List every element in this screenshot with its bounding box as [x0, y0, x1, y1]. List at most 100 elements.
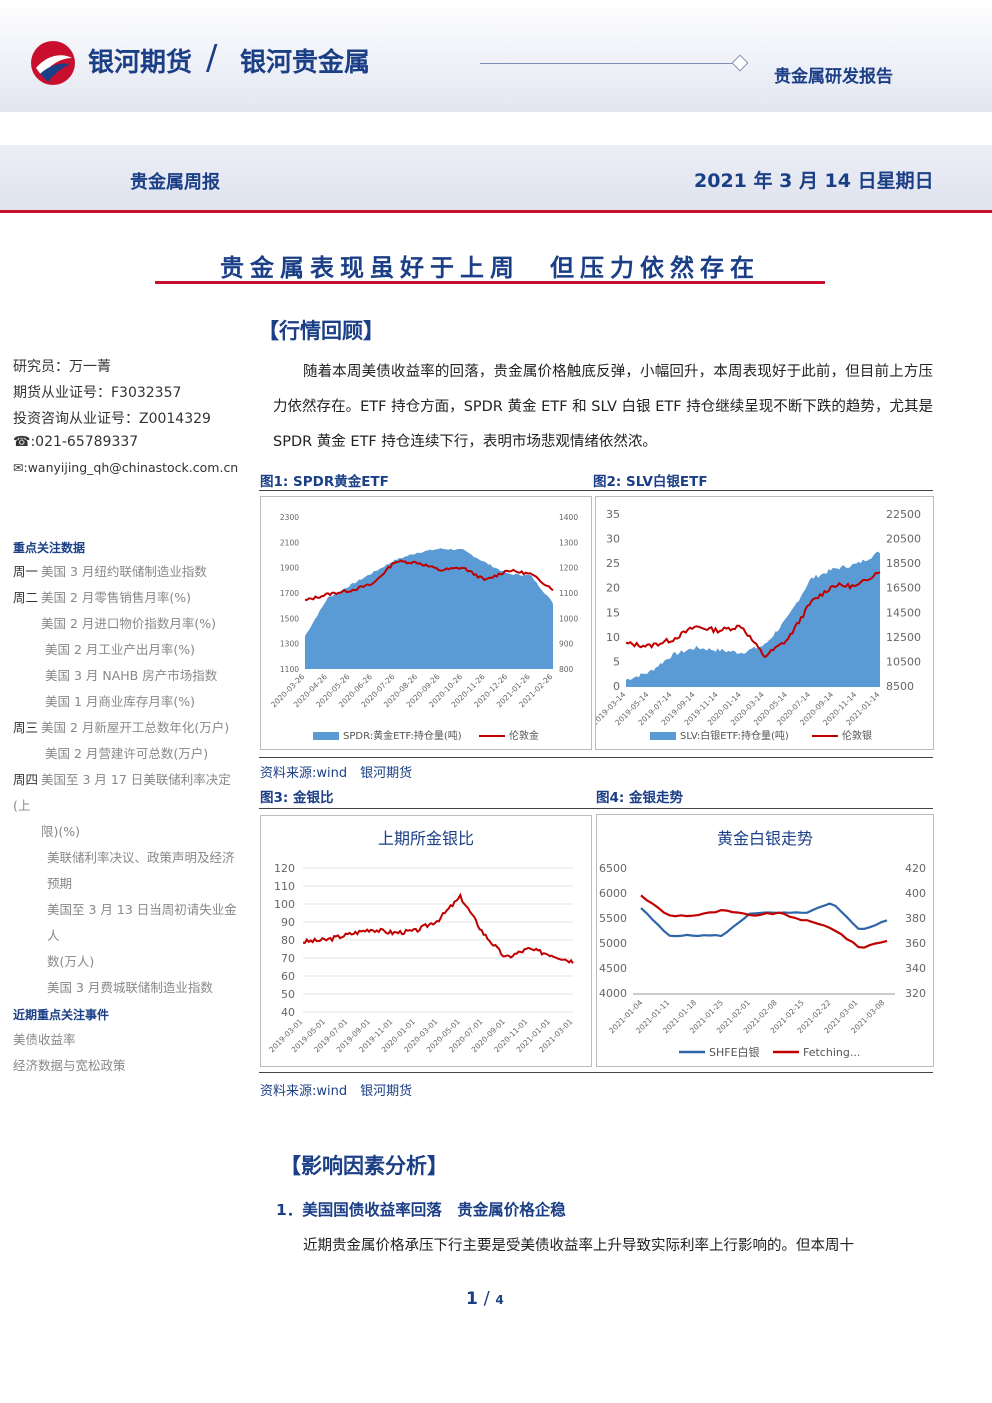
y-tick-label: 420 — [905, 862, 926, 875]
legend-label: SPDR:黄金ETF:持仓量(吨) — [343, 729, 462, 742]
list-item: 美国 2 月进口物价指数月率(%) — [41, 616, 217, 631]
phone-number: 021-65789337 — [35, 434, 139, 450]
series-line-price — [625, 571, 881, 659]
events-title: 近期重点关注事件 — [13, 1008, 110, 1022]
y-tick-label: 1300 — [559, 538, 578, 547]
y-tick-label: 2100 — [280, 538, 299, 547]
figure-caption: 图1: SPDR黄金ETF — [260, 474, 389, 490]
header-red-line — [0, 210, 992, 213]
figure-rule — [259, 757, 933, 758]
y-tick-label: 80 — [281, 934, 295, 947]
legend-swatch-area — [650, 732, 676, 740]
figure-caption: 图4: 金银走势 — [596, 790, 683, 806]
y-tick-label: 10 — [606, 631, 620, 644]
y-tick-label: 1000 — [559, 614, 578, 623]
y-tick-label: 30 — [606, 533, 620, 546]
y-tick-label: 20 — [606, 582, 620, 595]
legend-label: 伦敦银 — [842, 729, 872, 742]
key-data-title: 重点关注数据 — [13, 541, 86, 555]
data-source: 资料来源:wind 银河期货 — [260, 1084, 413, 1099]
chart-gold-silver-trend: 黄金白银走势 6500 6000 5500 5000 4500 4000 420 400 380 3… — [596, 814, 934, 1067]
email-row: ✉:wanyijing_qh@chinastock.com.cn — [13, 460, 238, 475]
y-tick-label: 90 — [281, 916, 295, 929]
y-tick-label: 15 — [606, 606, 620, 619]
section-heading-review: 【行情回顾】 — [258, 319, 384, 343]
legend-swatch-area — [313, 732, 339, 740]
y-tick-label: 40 — [281, 1006, 295, 1019]
y-tick-label: 6000 — [599, 887, 627, 900]
y-tick-label: 110 — [274, 880, 295, 893]
y-tick-label: 14500 — [886, 606, 921, 619]
sub-brand-name: 银河贵金属 — [240, 48, 371, 78]
legend-label: Fetching... — [803, 1046, 860, 1059]
y-tick-label: 1100 — [559, 589, 578, 598]
y-tick-label: 35 — [606, 508, 620, 521]
mail-icon: ✉: — [13, 460, 28, 475]
y-tick-label: 1200 — [559, 564, 578, 573]
y-tick-label: 16500 — [886, 582, 921, 595]
y-tick-label: 320 — [905, 987, 926, 1000]
list-item: 美国 1 月商业库存月率(%) — [45, 694, 196, 709]
list-item: 美国 2 月工业产出月率(%) — [45, 642, 196, 657]
y-tick-label: 18500 — [886, 557, 921, 570]
page-current: 1 — [466, 1289, 478, 1309]
y-tick-label: 380 — [905, 912, 926, 925]
key-data-list: 周一 美国 3 月纽约联储制造业指数 周二 美国 2 月零售销售月率(%) 美国 2… — [13, 559, 248, 1001]
y-tick-label: 12500 — [886, 631, 921, 644]
figure-rule — [259, 490, 933, 491]
weekly-label: 贵金属周报 — [130, 172, 220, 193]
y-tick-label: 1300 — [280, 640, 299, 649]
y-tick-label: 0 — [613, 680, 620, 693]
y-tick-label: 340 — [905, 962, 926, 975]
section-heading-factors: 【影响因素分析】 — [280, 1154, 448, 1178]
list-item: 周一 美国 3 月纽约联储制造业指数 — [13, 564, 207, 579]
email-address[interactable]: wanyijing_qh@chinastock.com.cn — [27, 460, 239, 475]
y-tick-label: 5 — [613, 655, 620, 668]
figure-rule — [259, 1072, 933, 1073]
legend-label: 伦敦金 — [509, 729, 539, 742]
y-tick-label: 360 — [905, 937, 926, 950]
y-tick-label: 60 — [281, 970, 295, 983]
list-item: 周二 美国 2 月零售销售月率(%) — [13, 590, 192, 605]
chart-gold-silver-ratio: 上期所金银比 120 110 100 90 80 70 60 50 40 2019-03-01 201… — [260, 815, 592, 1067]
event-item: 美债收益率 — [13, 1032, 76, 1047]
y-tick-label: 4500 — [599, 962, 627, 975]
legend-label: SLV:白银ETF:持仓量(吨) — [680, 729, 789, 742]
logo — [28, 38, 78, 88]
figure-rule — [259, 808, 933, 809]
y-tick-label: 800 — [559, 665, 574, 674]
phone-row: ☎:021-65789337 — [13, 434, 138, 450]
brand-slash: / — [206, 38, 218, 78]
series-line-gold — [640, 894, 888, 949]
report-date: 2021 年 3 月 14 日星期日 — [694, 170, 934, 192]
chart-slv-silver-etf: 35 30 25 20 15 10 5 0 22500 20500 18500 16500 14500 1… — [590, 496, 934, 750]
y-tick-label: 2300 — [280, 513, 299, 522]
y-tick-label: 1400 — [559, 513, 578, 522]
y-tick-label: 1900 — [280, 564, 299, 573]
y-tick-label: 1100 — [280, 665, 299, 674]
list-item: 美国 3 月费城联储制造业指数 — [47, 980, 213, 995]
list-item: 限)(%) — [41, 824, 81, 839]
list-item: 周三 美国 2 月新屋开工总数年化(万户) — [13, 720, 230, 735]
data-source: 资料来源:wind 银河期货 — [260, 766, 413, 781]
header-band — [0, 145, 992, 211]
list-item: 美国至 3 月 13 日当周初请失业金人 — [47, 902, 237, 943]
y-tick-label: 25 — [606, 557, 620, 570]
list-item: 预期 — [47, 876, 73, 891]
y-tick-label: 100 — [274, 898, 295, 911]
y-tick-label: 1500 — [280, 614, 299, 623]
series-area-holdings — [626, 551, 880, 687]
chart-title: 上期所金银比 — [378, 829, 474, 848]
report-type: 贵金属研发报告 — [774, 67, 893, 87]
header-top — [0, 0, 992, 112]
y-tick-label: 5000 — [599, 937, 627, 950]
y-tick-label: 20500 — [886, 533, 921, 546]
list-item: 美国 3 月 NAHB 房产市场指数 — [45, 668, 218, 683]
series-line-price — [304, 559, 554, 601]
series-line-silver — [640, 902, 888, 938]
y-tick-label: 10500 — [886, 655, 921, 668]
review-paragraph: 随着本周美债收益率的回落，贵金属价格触底反弹，小幅回升，本周表现好于此前，但目前… — [273, 364, 933, 450]
list-item: 周四 美国至 3 月 17 日美联储利率决定(上 — [13, 772, 231, 813]
figure-caption: 图3: 金银比 — [260, 790, 334, 806]
chart-title: 黄金白银走势 — [717, 829, 813, 848]
